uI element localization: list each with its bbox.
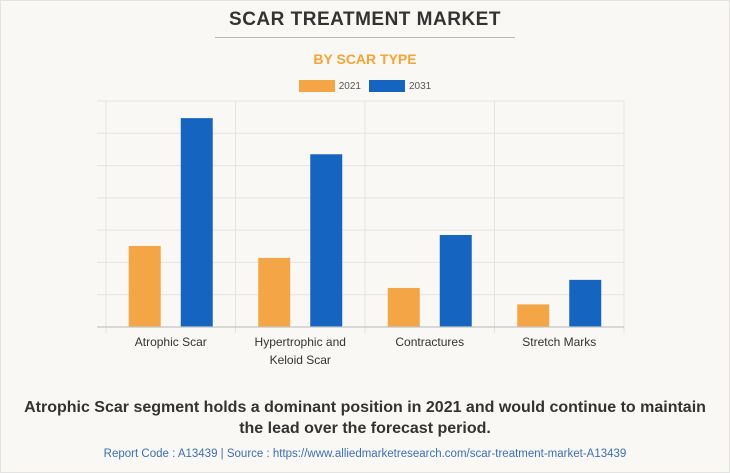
legend-label-2031: 2031 bbox=[409, 80, 432, 92]
bar-2021-2 bbox=[387, 287, 420, 327]
bar-2021-1 bbox=[258, 257, 291, 327]
x-tick-label: Hypertrophic and Keloid Scar bbox=[255, 335, 346, 367]
bar-2031-0 bbox=[180, 118, 213, 328]
x-tick-label: Contractures bbox=[395, 335, 464, 349]
legend-item-2021[interactable]: 2021 bbox=[298, 80, 361, 92]
x-tick-label-line: Hypertrophic and bbox=[255, 335, 346, 349]
legend-label-2021: 2021 bbox=[338, 80, 361, 92]
legend-item-2031[interactable]: 2031 bbox=[369, 80, 431, 92]
bar-2031-3 bbox=[569, 279, 602, 327]
bar-2031-1 bbox=[310, 154, 343, 327]
chart-subtitle: BY SCAR TYPE bbox=[313, 51, 417, 67]
legend: 2021 2031 bbox=[0, 80, 730, 92]
chart-caption: Atrophic Scar segment holds a dominant p… bbox=[24, 399, 706, 437]
bar-2021-0 bbox=[128, 245, 161, 327]
source-footer[interactable]: Report Code : A13439 | Source : https://… bbox=[103, 448, 627, 460]
chart-title: SCAR TREATMENT MARKET bbox=[229, 9, 501, 30]
x-tick-label-line: Stretch Marks bbox=[522, 335, 596, 349]
legend-swatch-2031 bbox=[369, 80, 405, 92]
title-divider bbox=[215, 37, 515, 38]
bar-2031-2 bbox=[439, 234, 472, 327]
bar-2021-3 bbox=[517, 304, 550, 327]
x-tick-label: Stretch Marks bbox=[522, 335, 596, 349]
x-tick-label-line: Atrophic Scar bbox=[135, 335, 207, 349]
x-tick-label: Atrophic Scar bbox=[135, 335, 207, 349]
x-tick-label-line: Contractures bbox=[395, 335, 464, 349]
x-tick-label-line: Keloid Scar bbox=[270, 353, 331, 367]
legend-swatch-2021 bbox=[298, 80, 335, 92]
